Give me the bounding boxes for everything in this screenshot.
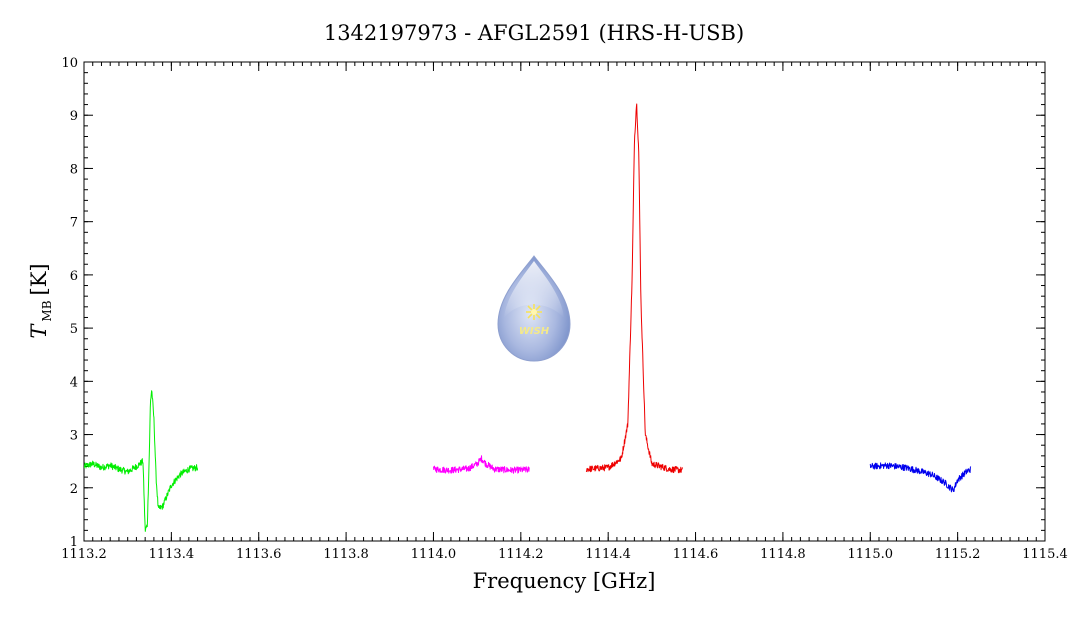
spectrum-series-line (84, 390, 199, 532)
data-series (84, 103, 972, 532)
x-tick-label: 1114.8 (760, 547, 806, 562)
y-axis-label: T MB [K] (27, 263, 54, 338)
spectrum-series-line (585, 103, 683, 474)
y-tick-label: 1 (70, 535, 78, 550)
y-tick-label: 8 (70, 162, 78, 177)
spectrum-series-line (869, 462, 972, 493)
x-tick-label: 1114.4 (585, 547, 631, 562)
x-axis-label: Frequency [GHz] (473, 569, 656, 593)
chart-title: 1342197973 - AFGL2591 (HRS-H-USB) (324, 21, 744, 45)
x-tick-label: 1114.0 (411, 547, 457, 562)
spectrum-series-line (432, 455, 530, 474)
svg-text:TMB[K]: T MB [K] (27, 263, 54, 338)
y-axis-label-sub: MB (40, 300, 54, 321)
x-tick-label: 1113.2 (61, 547, 107, 562)
y-tick-label: 10 (61, 56, 78, 71)
x-tick-label: 1115.0 (848, 547, 894, 562)
x-tick-label: 1115.2 (935, 547, 981, 562)
star-core (531, 309, 537, 315)
axis-ticks (83, 61, 1046, 542)
y-tick-label: 2 (70, 482, 78, 497)
y-tick-label: 4 (70, 375, 78, 390)
y-tick-labels: 1 2 3 4 5 6 7 8 9 10 (61, 56, 78, 550)
x-tick-label: 1114.6 (673, 547, 719, 562)
x-tick-label: 1115.4 (1022, 547, 1068, 562)
y-tick-label: 9 (70, 109, 78, 124)
y-tick-label: 7 (70, 216, 78, 231)
x-tick-label: 1113.6 (236, 547, 282, 562)
logo-text: WISH (519, 326, 550, 337)
y-axis-label-unit: [K] (27, 263, 51, 295)
y-axis-label-main: T (27, 323, 51, 339)
y-tick-label: 3 (70, 429, 78, 444)
x-tick-label: 1114.2 (498, 547, 544, 562)
x-tick-labels: 1113.2 1113.4 1113.6 1113.8 1114.0 1114.2 1114… (61, 547, 1068, 562)
y-tick-label: 6 (70, 269, 78, 284)
x-tick-label: 1113.8 (323, 547, 369, 562)
drop-highlight (504, 261, 564, 318)
y-tick-label: 5 (70, 322, 78, 337)
x-tick-label: 1113.4 (149, 547, 195, 562)
wish-logo: WISH (497, 255, 571, 362)
